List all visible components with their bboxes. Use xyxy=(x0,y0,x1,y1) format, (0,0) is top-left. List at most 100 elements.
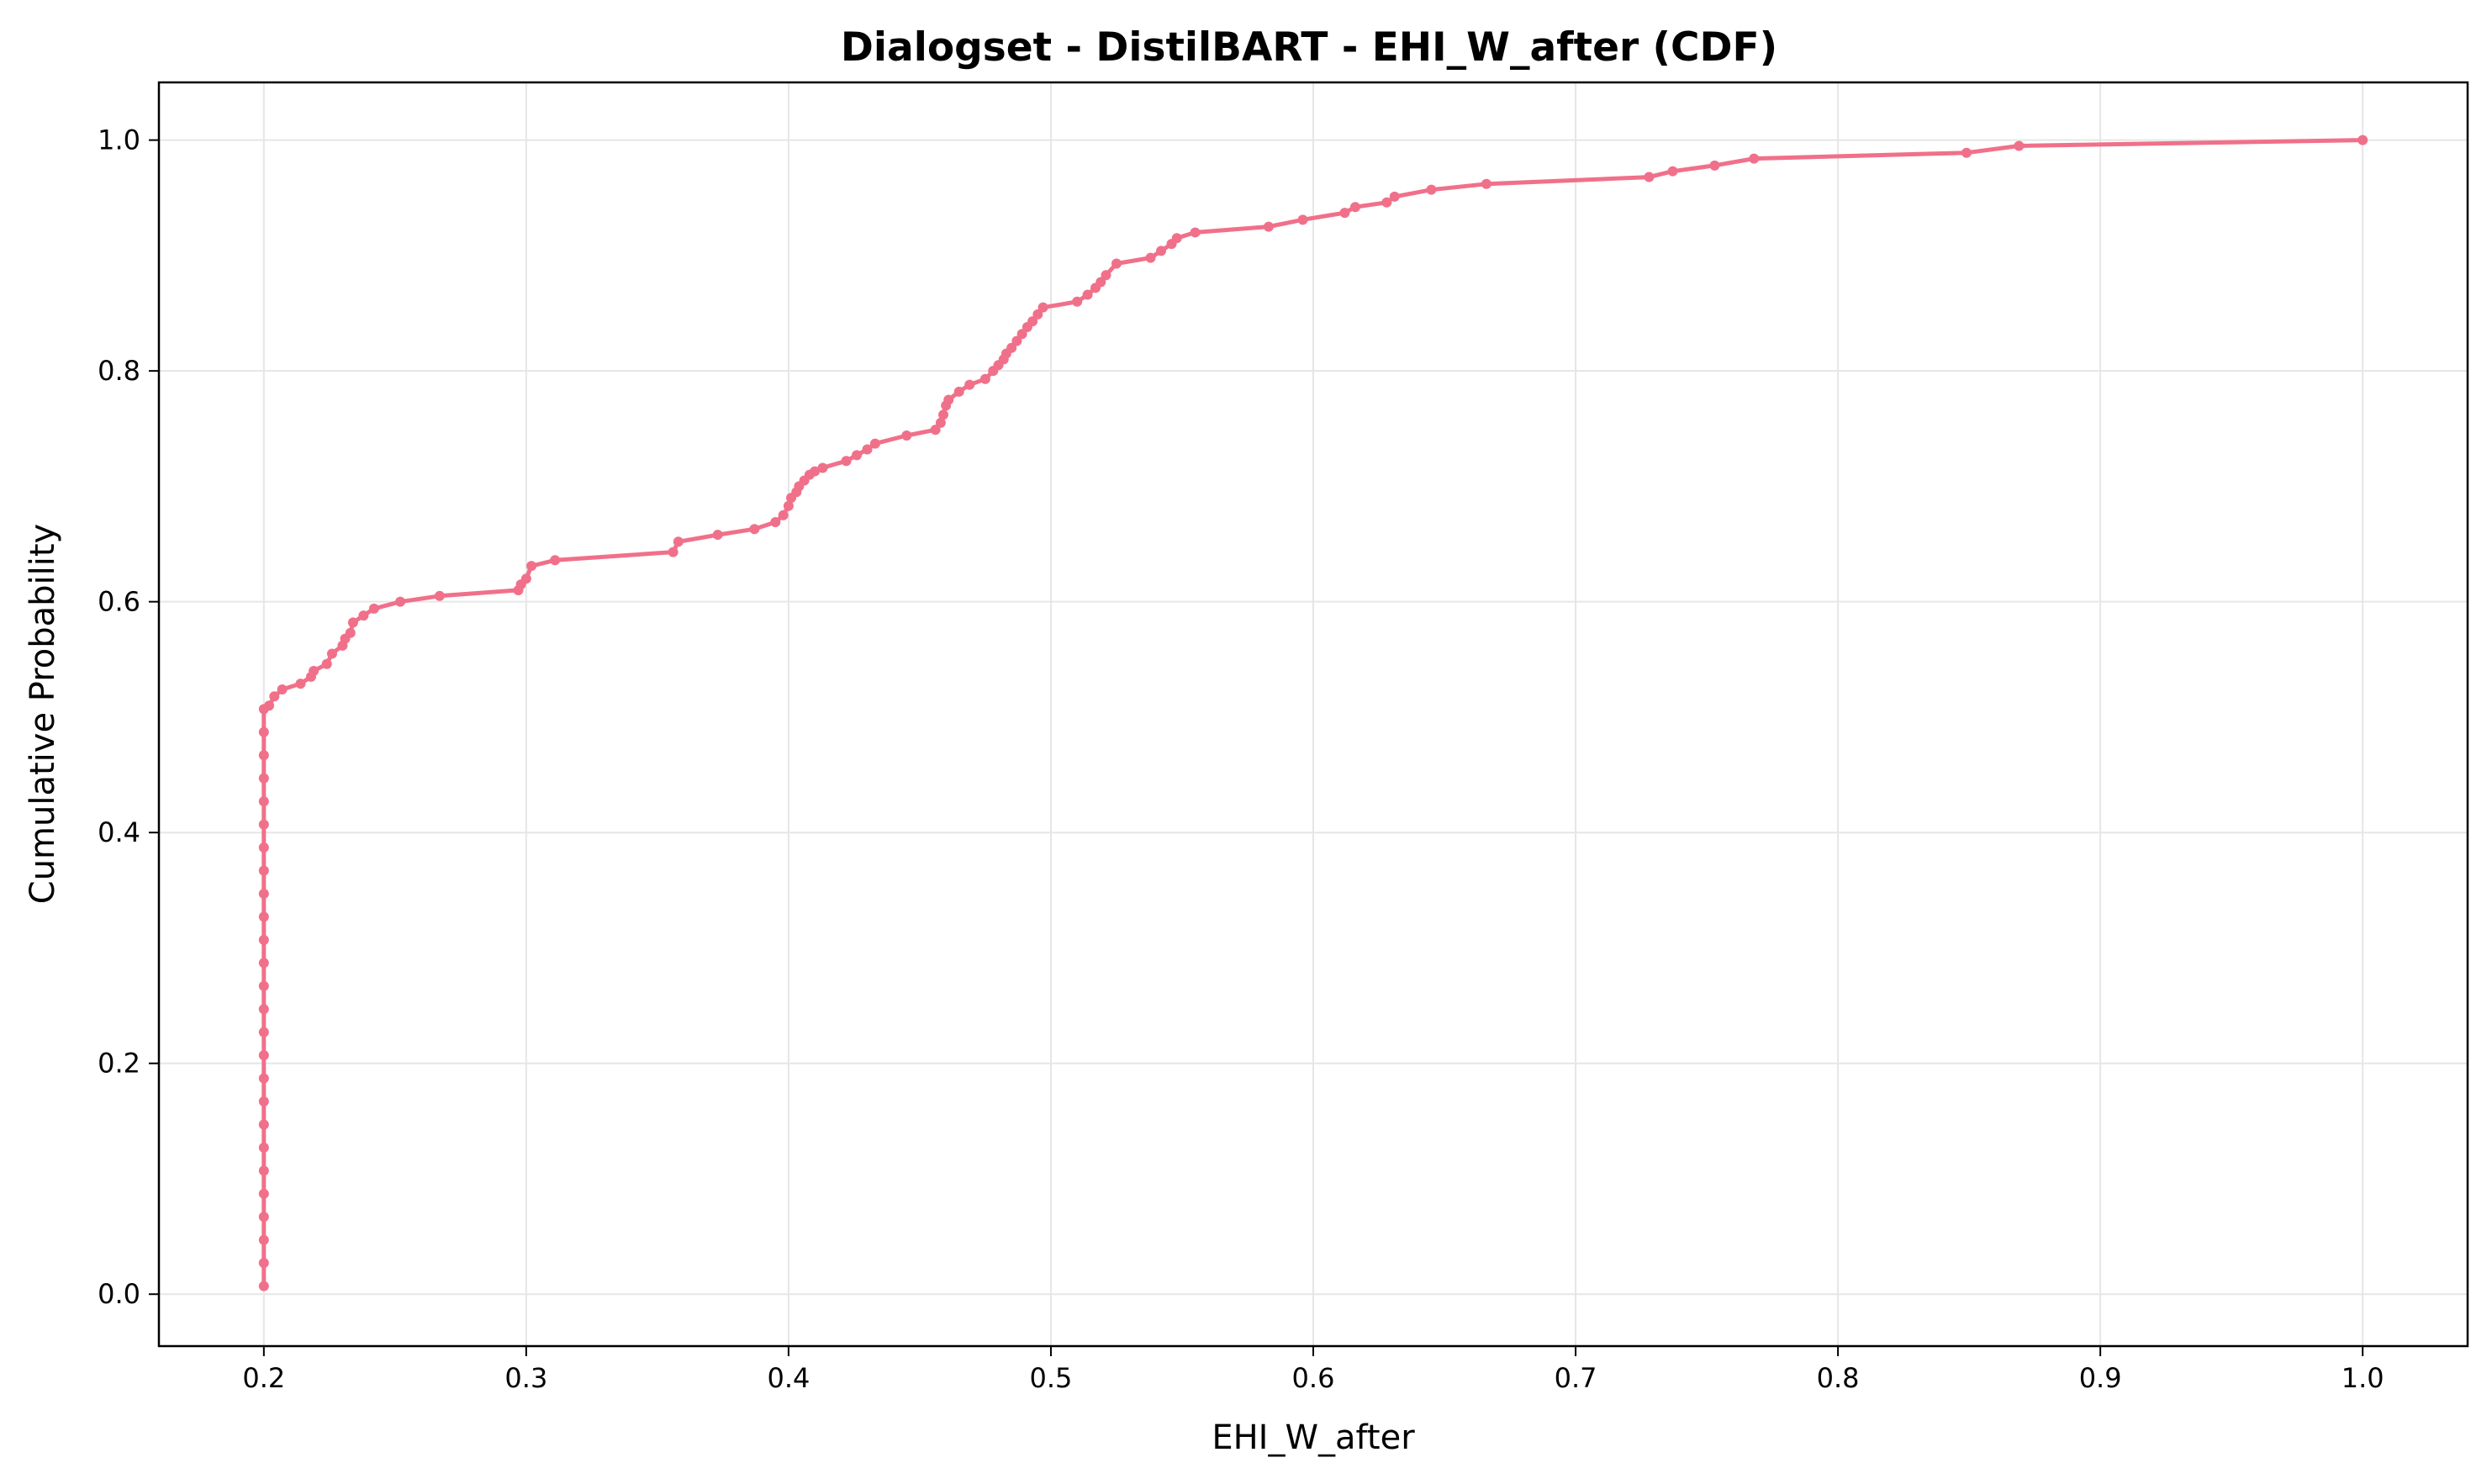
data-point xyxy=(935,417,946,428)
x-tick-label: 0.5 xyxy=(1030,1362,1073,1394)
y-tick-label: 0.0 xyxy=(98,1278,140,1310)
data-point xyxy=(1190,227,1201,238)
y-tick-label: 0.4 xyxy=(98,816,140,848)
data-point xyxy=(264,700,275,711)
data-point xyxy=(1072,296,1083,307)
data-point xyxy=(345,627,356,638)
data-point xyxy=(520,573,531,584)
data-point xyxy=(770,516,781,527)
data-point xyxy=(668,547,678,557)
x-tick-label: 0.9 xyxy=(2079,1362,2122,1394)
x-tick-label: 0.2 xyxy=(242,1362,285,1394)
data-point xyxy=(258,865,269,876)
data-point xyxy=(1096,277,1106,288)
data-point xyxy=(749,524,760,535)
data-point xyxy=(258,1004,269,1015)
data-point xyxy=(258,911,269,922)
data-point xyxy=(673,536,684,547)
data-point xyxy=(712,530,723,541)
data-point xyxy=(2014,140,2025,151)
data-point xyxy=(1481,178,1492,189)
data-point xyxy=(258,1073,269,1084)
data-point xyxy=(1145,252,1156,263)
data-point xyxy=(1082,289,1093,300)
x-tick-label: 0.8 xyxy=(1817,1362,1860,1394)
x-tick-label: 0.6 xyxy=(1292,1362,1335,1394)
data-point xyxy=(258,934,269,945)
x-axis-label: EHI_W_after xyxy=(1212,1418,1415,1457)
data-point xyxy=(783,500,794,511)
data-point xyxy=(979,373,990,384)
data-point xyxy=(526,561,537,572)
data-point xyxy=(964,379,975,390)
grid-lines xyxy=(159,82,2468,1346)
data-point xyxy=(1349,202,1360,213)
data-point xyxy=(295,679,306,689)
data-point xyxy=(258,1281,269,1291)
plot-frame xyxy=(157,81,2469,1348)
data-point xyxy=(1961,147,1972,158)
y-tick-label: 0.6 xyxy=(98,586,140,618)
data-point xyxy=(1171,233,1182,244)
data-point xyxy=(930,425,941,436)
y-axis-label: Cumulative Probability xyxy=(24,524,62,904)
data-point xyxy=(277,684,288,694)
data-point xyxy=(258,773,269,784)
data-point xyxy=(368,603,379,614)
data-point xyxy=(258,888,269,899)
data-point xyxy=(258,1188,269,1199)
x-tick-label: 0.4 xyxy=(767,1362,810,1394)
data-point xyxy=(810,466,821,477)
data-point xyxy=(778,510,789,520)
data-point xyxy=(862,444,873,455)
data-point xyxy=(1644,172,1655,182)
data-point xyxy=(943,394,954,405)
y-tick-label: 0.2 xyxy=(98,1048,140,1080)
data-point xyxy=(321,658,332,669)
data-point xyxy=(1101,270,1111,281)
data-point xyxy=(1667,166,1678,177)
data-point xyxy=(258,1234,269,1245)
data-point xyxy=(938,409,949,420)
data-point xyxy=(953,386,964,397)
data-point xyxy=(258,1258,269,1269)
data-point xyxy=(1381,197,1392,208)
data-point xyxy=(347,617,358,628)
data-point xyxy=(258,1027,269,1038)
data-point xyxy=(1263,221,1274,232)
data-point xyxy=(258,980,269,991)
data-point xyxy=(1339,208,1350,219)
data-point xyxy=(258,1119,269,1130)
data-point xyxy=(258,1142,269,1153)
data-point xyxy=(269,691,280,702)
data-point xyxy=(258,1165,269,1176)
data-point xyxy=(258,1096,269,1107)
data-point xyxy=(309,666,319,677)
data-point xyxy=(852,450,863,461)
data-point xyxy=(1111,258,1122,269)
data-point xyxy=(1749,153,1760,164)
data-point xyxy=(1037,302,1048,313)
data-point xyxy=(258,726,269,737)
data-point xyxy=(258,958,269,969)
data-point xyxy=(258,750,269,761)
data-point xyxy=(258,842,269,853)
data-point xyxy=(817,462,828,473)
data-point xyxy=(258,819,269,830)
data-point xyxy=(841,456,852,467)
x-tick-label: 1.0 xyxy=(2342,1362,2384,1394)
data-point xyxy=(1297,214,1308,225)
data-point xyxy=(1016,329,1027,340)
data-point xyxy=(326,648,337,659)
data-point xyxy=(1426,184,1437,195)
data-point xyxy=(1389,191,1400,202)
data-point xyxy=(258,1050,269,1061)
x-tick-label: 0.7 xyxy=(1555,1362,1597,1394)
data-point xyxy=(358,610,369,621)
data-point xyxy=(258,796,269,807)
y-tick-label: 0.8 xyxy=(98,355,140,387)
data-point xyxy=(1027,316,1038,327)
data-point xyxy=(869,438,880,449)
